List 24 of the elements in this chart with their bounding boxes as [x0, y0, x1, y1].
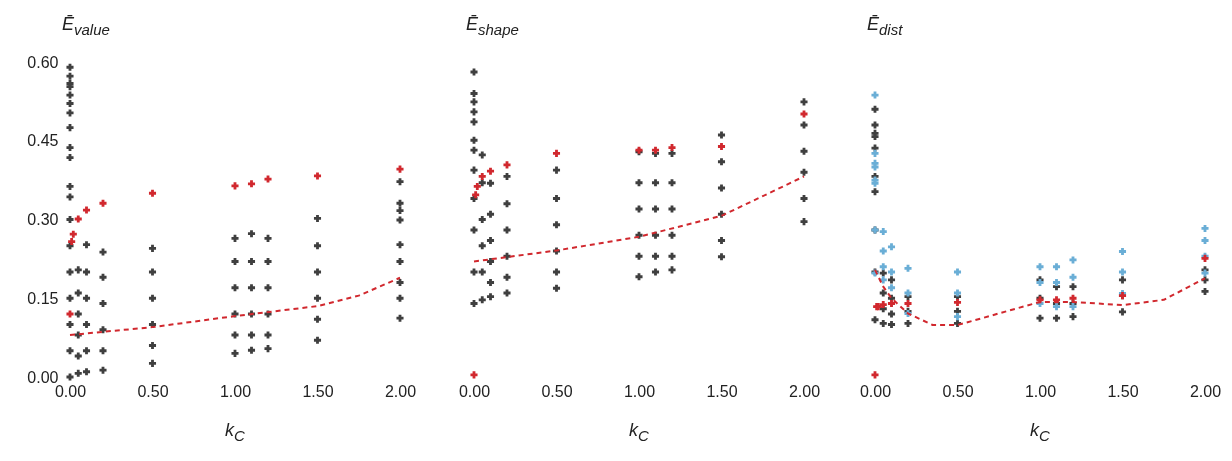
x-axis-title: k$_{C}$ [224, 420, 246, 444]
x-tick-label: 0.50 [942, 382, 974, 400]
y-tick-label: 0.30 [27, 211, 59, 228]
y-tick-label: 0.15 [27, 289, 59, 307]
x-tick-label: 0.00 [458, 382, 491, 400]
x-tick-label: 1.50 [302, 382, 334, 400]
x-tick-label: 1.00 [1024, 382, 1057, 400]
x-tick-label: 0.50 [137, 382, 169, 400]
y-axis-title: Ē$_{value}$ [62, 14, 110, 38]
x-tick-label: 2.00 [1189, 382, 1222, 400]
x-axis-title: k$_{C}$ [1029, 420, 1051, 444]
x-tick-label: 0.00 [859, 382, 892, 400]
y-axis-title: Ē$_{shape}$ [466, 14, 519, 38]
x-tick-label: 0.50 [541, 382, 573, 400]
x-tick-label: 1.00 [219, 382, 252, 400]
x-tick-label: 2.00 [384, 382, 417, 400]
y-tick-label: 0.45 [27, 132, 59, 150]
x-tick-label: 2.00 [788, 382, 821, 400]
y-axis-title: Ē$_{dist}$ [867, 14, 903, 38]
x-tick-label: 1.50 [706, 382, 738, 400]
y-tick-label: 0.60 [27, 53, 59, 71]
x-axis-title: k$_{C}$ [628, 420, 650, 444]
x-tick-label: 1.50 [1107, 382, 1139, 400]
x-tick-label: 1.00 [623, 382, 656, 400]
